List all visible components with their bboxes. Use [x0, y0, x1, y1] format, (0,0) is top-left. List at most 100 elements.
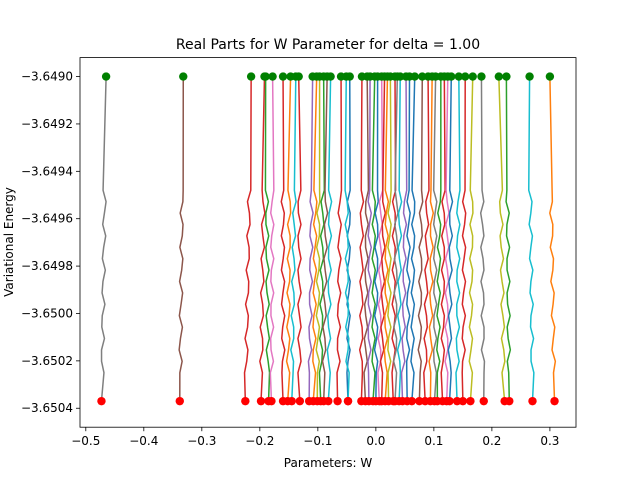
- start-marker: [287, 396, 296, 406]
- end-marker: [410, 72, 419, 81]
- y-tick-label: −3.6502: [21, 354, 73, 368]
- start-marker: [333, 396, 342, 406]
- x-tick-label: −0.3: [187, 434, 216, 448]
- series-line: [358, 76, 365, 402]
- series-line: [410, 76, 416, 402]
- series-line: [321, 76, 329, 402]
- end-marker: [468, 72, 477, 81]
- series-line: [498, 76, 506, 402]
- series-line: [344, 76, 350, 402]
- series-line: [315, 76, 321, 402]
- start-marker: [295, 396, 305, 406]
- series-line: [178, 76, 185, 402]
- y-axis-ticks: −3.6504 −3.6502 −3.6500 −3.6498 −3.6496 −3.64…: [21, 70, 80, 415]
- start-marker: [343, 396, 353, 406]
- series-line: [400, 76, 408, 402]
- start-marker: [505, 396, 514, 406]
- y-tick-label: −3.6500: [21, 306, 73, 320]
- series-line: [373, 76, 379, 402]
- start-marker: [452, 396, 462, 406]
- start-marker: [458, 396, 468, 406]
- series-line: [264, 76, 271, 402]
- series-line: [455, 76, 461, 402]
- y-tick-label: −3.6498: [21, 259, 73, 273]
- series-line: [405, 76, 411, 402]
- series-line: [363, 76, 370, 402]
- series-line: [285, 76, 292, 402]
- x-tick-label: −0.2: [245, 434, 274, 448]
- start-marker: [407, 396, 417, 406]
- series-line: [100, 76, 107, 402]
- series-line: [423, 76, 430, 402]
- series-line: [259, 76, 266, 402]
- series-line: [391, 76, 397, 402]
- end-marker: [454, 72, 464, 81]
- end-marker: [502, 72, 511, 81]
- series-line: [396, 76, 403, 402]
- x-tick-label: 0.2: [482, 434, 501, 448]
- start-marker: [466, 396, 475, 406]
- end-marker: [261, 72, 270, 81]
- series-line: [290, 76, 297, 402]
- series-line: [297, 76, 302, 402]
- x-tick-label: −0.4: [129, 434, 158, 448]
- x-tick-label: 0.3: [540, 434, 559, 448]
- end-marker: [326, 72, 335, 81]
- series-line: [505, 76, 512, 402]
- end-marker: [545, 72, 555, 81]
- series-line: [468, 76, 474, 402]
- start-marker: [256, 396, 266, 406]
- end-marker: [268, 72, 277, 81]
- end-marker: [494, 72, 504, 81]
- series-line: [428, 76, 435, 402]
- series-line: [367, 76, 373, 402]
- series-line: [383, 76, 390, 402]
- y-axis-title: Variational Energy: [2, 187, 16, 297]
- start-marker: [241, 396, 250, 406]
- x-tick-label: 0.1: [424, 434, 443, 448]
- series-line: [440, 76, 446, 402]
- series-line: [387, 76, 392, 402]
- start-marker: [175, 396, 184, 406]
- end-marker: [525, 72, 534, 81]
- series-line: [432, 76, 438, 402]
- series-line: [447, 76, 454, 402]
- series-lines: [100, 76, 557, 402]
- y-tick-label: −3.6504: [21, 401, 73, 415]
- start-marker: [324, 396, 333, 406]
- end-marker: [179, 72, 188, 81]
- end-marker: [294, 72, 303, 81]
- start-marker: [550, 396, 559, 406]
- start-marker: [445, 396, 454, 406]
- series-line: [417, 76, 424, 402]
- x-axis-ticks: −0.5 −0.4 −0.3 −0.2 −0.1 0.0 0.1 0.2 0.3: [71, 427, 559, 448]
- end-marker: [278, 72, 288, 81]
- x-tick-label: 0.0: [366, 434, 385, 448]
- series-line: [549, 76, 557, 402]
- series-line: [346, 76, 351, 402]
- end-marker: [461, 72, 470, 81]
- series-line: [326, 76, 333, 402]
- series-markers: [97, 72, 559, 406]
- end-marker: [396, 72, 405, 81]
- y-tick-label: −3.6496: [21, 212, 73, 226]
- series-line: [318, 76, 326, 402]
- chart-title: Real Parts for W Parameter for delta = 1…: [176, 37, 480, 53]
- end-marker: [477, 72, 486, 81]
- start-marker: [528, 396, 537, 406]
- x-tick-label: −0.1: [303, 434, 332, 448]
- series-line: [479, 76, 486, 402]
- series-line: [280, 76, 286, 402]
- end-marker: [246, 72, 256, 81]
- series-line: [377, 76, 384, 402]
- series-line: [528, 76, 535, 402]
- series-line: [307, 76, 314, 402]
- y-tick-label: −3.6494: [21, 164, 73, 178]
- x-tick-label: −0.5: [71, 434, 100, 448]
- y-tick-label: −3.6492: [21, 117, 73, 131]
- series-line: [269, 76, 275, 402]
- start-marker: [267, 396, 276, 406]
- start-marker: [97, 396, 106, 406]
